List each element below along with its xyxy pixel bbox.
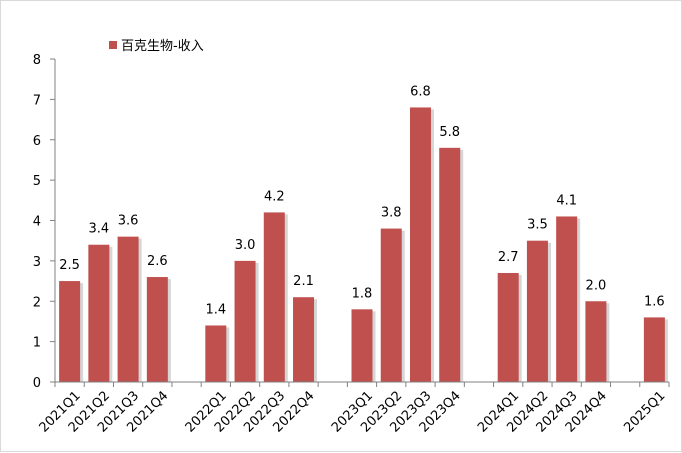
y-axis: 0 1 2 3 4 5 6 7 8 — [33, 53, 56, 391]
legend-swatch — [109, 41, 117, 49]
data-label: 2.0 — [586, 278, 607, 293]
y-tick-label: 3 — [33, 255, 41, 270]
data-label: 5.8 — [439, 125, 460, 140]
data-label: 3.0 — [235, 238, 256, 253]
y-tick-label: 6 — [33, 134, 41, 149]
y-tick-label: 1 — [33, 336, 41, 351]
bar — [556, 216, 578, 382]
bar — [205, 325, 227, 382]
bar — [643, 317, 665, 382]
bar — [497, 272, 519, 382]
bar — [88, 244, 110, 382]
data-label: 3.6 — [118, 214, 139, 229]
bar — [351, 309, 373, 382]
data-label: 2.1 — [293, 274, 314, 289]
y-tick-label: 4 — [33, 215, 41, 230]
data-label: 2.6 — [147, 254, 168, 269]
bars: 2.5 3.4 3.6 2.6 1.4 3.0 4.2 2.1 1.8 3.8 6.8 5.8 2.7 3… — [59, 84, 668, 382]
data-label: 4.2 — [264, 189, 285, 204]
bar — [117, 236, 139, 382]
bar — [409, 107, 431, 382]
y-tick-label: 8 — [33, 53, 41, 68]
bar — [234, 260, 256, 382]
bar — [146, 277, 168, 382]
y-tick-label: 2 — [33, 295, 41, 310]
bar — [439, 147, 461, 382]
x-tick-label: 2025Q1 — [621, 388, 668, 435]
bar — [263, 212, 285, 382]
y-tick-label: 5 — [33, 174, 41, 189]
data-label: 1.4 — [205, 302, 226, 317]
data-label: 4.1 — [556, 193, 577, 208]
data-label: 1.6 — [644, 294, 665, 309]
y-tick-label: 7 — [33, 93, 41, 108]
data-label: 1.8 — [352, 286, 373, 301]
bar — [380, 228, 402, 382]
data-label: 3.8 — [381, 206, 402, 221]
bar — [585, 301, 607, 382]
bar — [293, 297, 315, 382]
data-label: 2.7 — [498, 250, 519, 265]
data-label: 2.5 — [59, 258, 80, 273]
legend-label: 百克生物-收入 — [121, 39, 204, 54]
data-label: 3.5 — [527, 218, 548, 233]
bar — [526, 240, 548, 382]
data-label: 3.4 — [89, 222, 110, 237]
legend: 百克生物-收入 — [109, 39, 204, 54]
data-label: 6.8 — [410, 84, 431, 99]
bar — [59, 281, 81, 382]
y-tick-label: 0 — [33, 376, 41, 391]
